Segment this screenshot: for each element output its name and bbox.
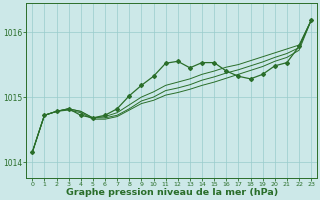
X-axis label: Graphe pression niveau de la mer (hPa): Graphe pression niveau de la mer (hPa) <box>66 188 278 197</box>
